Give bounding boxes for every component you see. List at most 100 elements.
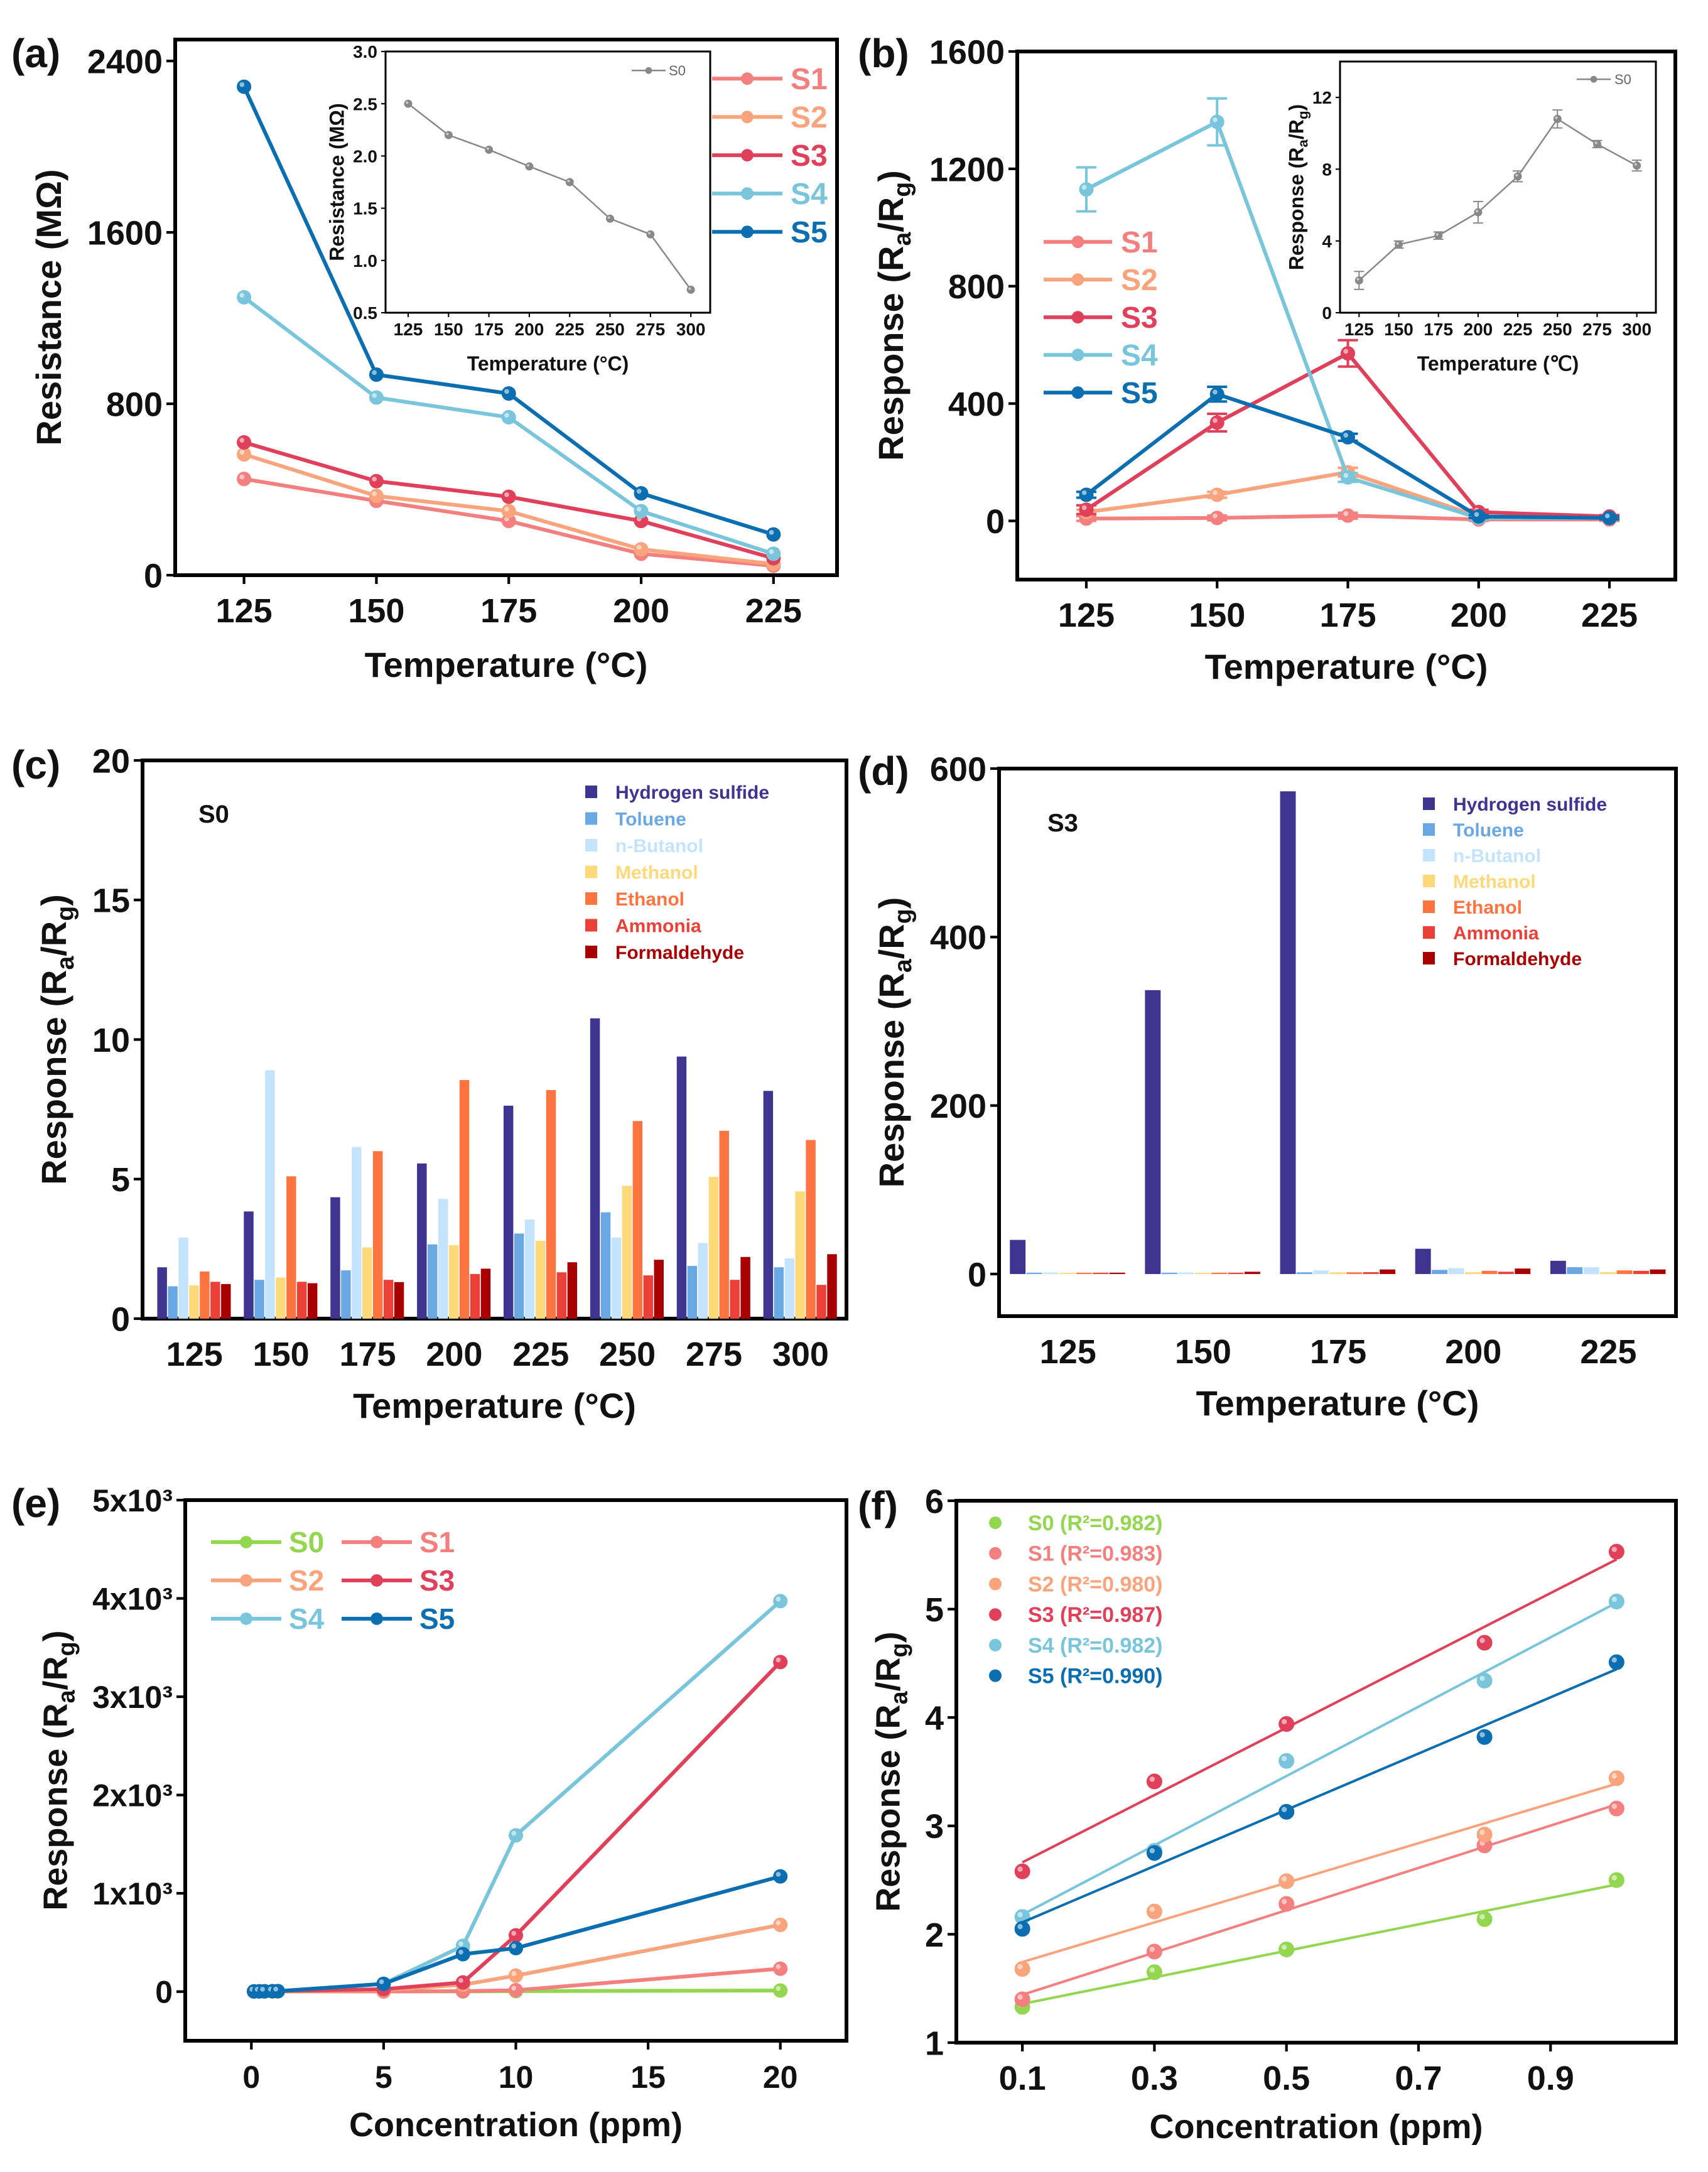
data-point-highlight bbox=[636, 506, 642, 512]
legend-label: Ethanol bbox=[1453, 897, 1522, 918]
y-tick-label: 2.0 bbox=[353, 146, 377, 166]
legend-label: S1 (R²=0.983) bbox=[1028, 1542, 1163, 1566]
bar bbox=[1059, 1273, 1076, 1274]
bar bbox=[210, 1282, 220, 1319]
y-tick-label: 10 bbox=[92, 1022, 130, 1059]
data-point-highlight bbox=[776, 1920, 781, 1925]
data-point bbox=[1278, 1873, 1295, 1889]
data-point bbox=[501, 489, 516, 504]
legend-label: S3 bbox=[791, 139, 828, 173]
bar bbox=[470, 1273, 480, 1319]
data-point-highlight bbox=[1017, 1994, 1023, 2000]
x-axis-title: Temperature (°C) bbox=[1205, 647, 1488, 686]
data-point-highlight bbox=[1515, 173, 1518, 177]
data-point bbox=[1014, 1921, 1030, 1937]
legend-marker bbox=[989, 1577, 1002, 1591]
data-point-highlight bbox=[1081, 505, 1087, 511]
y-tick-label: 0.5 bbox=[353, 303, 377, 323]
bar bbox=[1415, 1248, 1431, 1274]
data-point-highlight bbox=[1281, 1899, 1287, 1905]
data-point bbox=[376, 1976, 391, 1991]
data-point bbox=[455, 1975, 470, 1990]
data-point-highlight bbox=[1213, 418, 1218, 423]
data-point-highlight bbox=[458, 1949, 463, 1955]
legend-marker bbox=[741, 72, 754, 85]
panel-label: (f) bbox=[858, 1483, 898, 1528]
data-point-highlight bbox=[1213, 490, 1218, 495]
y-tick-label: 2.5 bbox=[353, 94, 377, 114]
bar bbox=[1244, 1272, 1260, 1274]
bar bbox=[254, 1280, 264, 1319]
plot-frame bbox=[183, 1498, 848, 2043]
data-point-highlight bbox=[527, 164, 530, 167]
bar bbox=[654, 1260, 664, 1319]
legend-label: S1 bbox=[791, 63, 828, 96]
data-point-highlight bbox=[1017, 1964, 1023, 1970]
legend-marker bbox=[741, 187, 754, 200]
bar bbox=[719, 1130, 729, 1319]
data-point bbox=[1608, 1594, 1624, 1610]
data-point-highlight bbox=[1479, 1675, 1485, 1682]
legend-swatch bbox=[585, 919, 597, 932]
data-point bbox=[404, 99, 413, 108]
bar bbox=[1313, 1270, 1329, 1274]
data-point-highlight bbox=[511, 1931, 517, 1936]
legend-marker bbox=[240, 1613, 252, 1625]
data-point-highlight bbox=[486, 147, 489, 150]
data-point bbox=[1602, 511, 1617, 526]
bar bbox=[806, 1140, 816, 1319]
data-point-highlight bbox=[1604, 513, 1610, 519]
y-tick-label: 0 bbox=[986, 503, 1005, 541]
bar bbox=[221, 1283, 231, 1319]
x-tick-label: 175 bbox=[474, 320, 504, 339]
x-tick-label: 175 bbox=[339, 1336, 396, 1373]
data-point bbox=[1476, 1911, 1493, 1927]
bar bbox=[556, 1272, 567, 1319]
x-tick-label: 150 bbox=[1384, 320, 1413, 339]
bar bbox=[676, 1056, 687, 1319]
data-point-highlight bbox=[636, 489, 642, 494]
data-point-highlight bbox=[1396, 242, 1399, 245]
legend-label: S3 (R²=0.987) bbox=[1028, 1603, 1163, 1627]
bar bbox=[1296, 1272, 1312, 1274]
data-point-highlight bbox=[1081, 185, 1087, 190]
bar bbox=[1380, 1269, 1396, 1274]
data-point-highlight bbox=[1281, 1876, 1287, 1882]
data-point-highlight bbox=[504, 413, 509, 418]
legend-marker bbox=[240, 1574, 252, 1587]
legend-marker bbox=[370, 1613, 383, 1625]
data-point-highlight bbox=[239, 438, 245, 443]
data-point-highlight bbox=[769, 549, 774, 554]
sample-annotation: S3 bbox=[1047, 809, 1078, 837]
x-tick-label: 125 bbox=[1058, 597, 1115, 634]
legend-label: S3 bbox=[419, 1564, 455, 1597]
data-point bbox=[1608, 1654, 1624, 1670]
data-point-highlight bbox=[776, 1872, 781, 1877]
x-tick-label: 200 bbox=[613, 592, 669, 630]
legend-label: S5 (R²=0.990) bbox=[1028, 1665, 1163, 1688]
data-point bbox=[634, 486, 649, 501]
data-point-highlight bbox=[446, 132, 449, 136]
bar bbox=[687, 1265, 698, 1319]
data-point bbox=[1209, 387, 1224, 402]
x-tick-label: 300 bbox=[676, 320, 706, 339]
x-tick-label: 0 bbox=[242, 2060, 260, 2095]
bar bbox=[1363, 1272, 1379, 1274]
bar bbox=[448, 1245, 459, 1319]
bar bbox=[535, 1240, 546, 1319]
data-point-highlight bbox=[406, 101, 409, 104]
inset-chart-b: 0 4 8 12 125 150 175 200 225 250 275 300 Temperature… bbox=[1285, 60, 1657, 375]
bar bbox=[1616, 1270, 1633, 1274]
series-line bbox=[408, 103, 692, 291]
plot-frame bbox=[173, 38, 839, 577]
y-tick-label: 0 bbox=[968, 1256, 986, 1294]
data-point-highlight bbox=[379, 1979, 384, 1984]
y-tick-label: 12 bbox=[1312, 88, 1332, 107]
y-tick-label: 0 bbox=[155, 1975, 173, 2010]
x-tick-label: 10 bbox=[499, 2060, 534, 2095]
data-point bbox=[1209, 415, 1224, 430]
y-tick-label: 2x10³ bbox=[92, 1778, 173, 1813]
data-point-highlight bbox=[372, 370, 377, 376]
bar bbox=[795, 1191, 805, 1319]
bar bbox=[546, 1089, 556, 1319]
